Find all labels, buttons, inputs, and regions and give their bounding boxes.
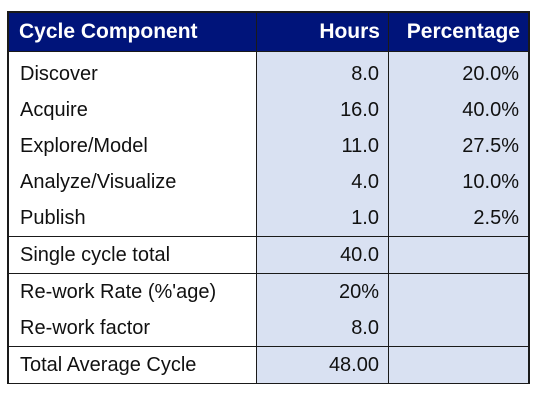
component-name: Explore/Model bbox=[8, 128, 257, 164]
rework-rate-percentage bbox=[388, 273, 529, 310]
total-average-cycle-percentage bbox=[388, 346, 529, 383]
table-row: Explore/Model 11.0 27.5% bbox=[8, 128, 529, 164]
rework-factor-label: Re-work factor bbox=[8, 310, 257, 347]
component-percentage: 2.5% bbox=[388, 200, 529, 237]
table-row: Discover 8.0 20.0% bbox=[8, 51, 529, 92]
component-name: Acquire bbox=[8, 92, 257, 128]
single-cycle-total-label: Single cycle total bbox=[8, 236, 257, 274]
rework-factor-value: 8.0 bbox=[256, 310, 389, 347]
table-row: Publish 1.0 2.5% bbox=[8, 200, 529, 237]
header-percentage: Percentage bbox=[388, 12, 529, 52]
total-average-cycle-row: Total Average Cycle 48.00 bbox=[8, 346, 529, 383]
component-hours: 4.0 bbox=[256, 164, 389, 200]
table-row: Analyze/Visualize 4.0 10.0% bbox=[8, 164, 529, 200]
total-average-cycle-label: Total Average Cycle bbox=[8, 346, 257, 383]
rework-factor-percentage bbox=[388, 310, 529, 347]
cycle-table-container: Cycle Component Hours Percentage Discove… bbox=[7, 11, 530, 384]
total-average-cycle-hours: 48.00 bbox=[256, 346, 389, 383]
rework-factor-row: Re-work factor 8.0 bbox=[8, 310, 529, 347]
cycle-table: Cycle Component Hours Percentage Discove… bbox=[8, 12, 529, 383]
header-row: Cycle Component Hours Percentage bbox=[8, 12, 529, 52]
rework-rate-row: Re-work Rate (%'age) 20% bbox=[8, 273, 529, 310]
component-name: Analyze/Visualize bbox=[8, 164, 257, 200]
component-name: Publish bbox=[8, 200, 257, 237]
component-percentage: 10.0% bbox=[388, 164, 529, 200]
component-percentage: 40.0% bbox=[388, 92, 529, 128]
component-hours: 16.0 bbox=[256, 92, 389, 128]
single-cycle-total-percentage bbox=[388, 236, 529, 274]
table-row: Acquire 16.0 40.0% bbox=[8, 92, 529, 128]
header-cycle-component: Cycle Component bbox=[8, 12, 257, 52]
component-hours: 8.0 bbox=[256, 51, 389, 92]
rework-rate-value: 20% bbox=[256, 273, 389, 310]
component-hours: 1.0 bbox=[256, 200, 389, 237]
single-cycle-total-row: Single cycle total 40.0 bbox=[8, 236, 529, 274]
component-hours: 11.0 bbox=[256, 128, 389, 164]
header-hours: Hours bbox=[256, 12, 389, 52]
rework-rate-label: Re-work Rate (%'age) bbox=[8, 273, 257, 310]
single-cycle-total-hours: 40.0 bbox=[256, 236, 389, 274]
component-percentage: 20.0% bbox=[388, 51, 529, 92]
component-name: Discover bbox=[8, 51, 257, 92]
component-percentage: 27.5% bbox=[388, 128, 529, 164]
